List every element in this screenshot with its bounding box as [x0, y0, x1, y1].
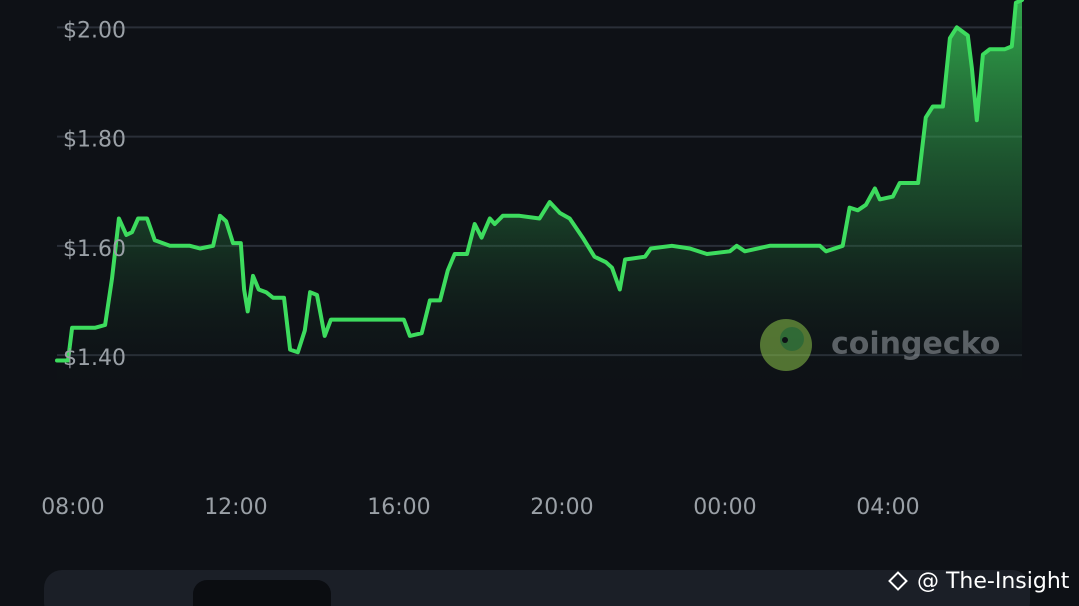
x-tick-label: 12:00	[204, 495, 267, 520]
range-tab-bar[interactable]	[44, 570, 1030, 606]
y-tick-label: $1.60	[63, 237, 126, 262]
credit-text: @ The-Insight	[917, 569, 1070, 594]
plot	[55, 0, 1024, 395]
x-tick-label: 04:00	[856, 495, 919, 520]
watermark-text: coingecko	[831, 327, 1000, 362]
price-area	[57, 0, 1022, 395]
x-tick-label: 20:00	[530, 495, 593, 520]
y-tick-label: $1.80	[63, 128, 126, 153]
credit-icon-shape	[888, 571, 908, 591]
x-tick-label: 16:00	[367, 495, 430, 520]
y-tick-label: $2.00	[63, 18, 126, 43]
watermark: coingecko	[760, 319, 1000, 371]
y-tick-label: $1.40	[63, 346, 126, 371]
watermark-logo-pupil	[782, 337, 788, 343]
axis-labels: $1.40 $1.60 $1.80 $2.00 08:00 12:00 16:00 20:00…	[41, 18, 919, 520]
credit-icon	[888, 571, 908, 591]
x-tick-label: 08:00	[41, 495, 104, 520]
x-tick-label: 00:00	[693, 495, 756, 520]
credit: @ The-Insight	[888, 569, 1070, 594]
price-line	[55, 0, 1024, 363]
range-tab-selected[interactable]	[193, 580, 331, 606]
watermark-logo-eye	[780, 327, 804, 351]
